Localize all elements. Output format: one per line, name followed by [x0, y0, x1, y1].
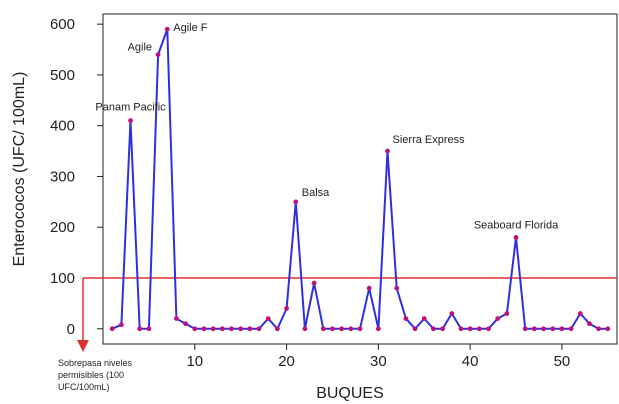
series — [109, 26, 611, 332]
data-point — [229, 326, 234, 332]
x-axis-title: BUQUES — [316, 385, 384, 402]
data-point — [274, 326, 280, 332]
data-point — [320, 326, 326, 332]
data-point — [476, 326, 482, 332]
data-point — [412, 326, 418, 332]
data-point — [128, 118, 133, 124]
data-point — [137, 326, 143, 332]
data-point — [458, 326, 464, 332]
annotations: Panam Pacific Agile Agile F Balsa Sierra Exp… — [95, 22, 559, 231]
data-point — [256, 326, 262, 332]
y-tick-label: 400 — [50, 118, 75, 135]
data-point — [394, 285, 400, 291]
x-tick-label: 10 — [186, 353, 203, 370]
data-point — [164, 26, 170, 32]
annotation-label: Seaboard Florida — [474, 219, 559, 231]
annotation-label: Panam Pacific — [95, 102, 166, 114]
note-line: permisibles (100 — [58, 370, 124, 380]
data-point — [247, 326, 253, 332]
y-tick-label: 100 — [50, 270, 75, 287]
data-point — [219, 326, 225, 332]
data-point — [265, 316, 271, 322]
data-point — [522, 326, 528, 332]
data-point — [467, 326, 473, 332]
data-point — [385, 148, 390, 154]
data-point — [146, 326, 152, 332]
data-point — [440, 326, 446, 332]
threshold-note: Sobrepasa niveles permisibles (100 UFC/100… — [58, 358, 133, 392]
series-line — [111, 28, 608, 331]
data-point — [118, 322, 124, 328]
note-line: UFC/100mL) — [58, 382, 110, 392]
y-tick-label: 0 — [67, 321, 75, 338]
y-tick-label: 300 — [50, 168, 75, 185]
threshold — [77, 277, 617, 352]
data-point — [357, 326, 363, 332]
data-point — [431, 326, 436, 332]
data-point — [192, 326, 198, 332]
threshold-arrow — [77, 340, 89, 352]
data-point — [238, 326, 244, 332]
x-axis: 10 20 30 40 50 — [186, 344, 570, 370]
annotation-label: Agile F — [173, 22, 208, 34]
note-line: Sobrepasa niveles — [58, 358, 133, 368]
data-point — [504, 311, 510, 316]
data-point — [550, 326, 556, 332]
x-tick-label: 40 — [462, 353, 479, 370]
data-point — [293, 199, 299, 205]
data-point — [449, 311, 455, 316]
data-point — [577, 311, 583, 316]
data-point — [375, 326, 381, 332]
data-point — [403, 316, 409, 322]
x-tick-label: 30 — [370, 353, 387, 370]
data-point — [201, 326, 207, 332]
y-axis-title: Enterococos (UFC/ 100mL) — [11, 72, 28, 267]
data-point — [348, 326, 354, 332]
data-point — [366, 285, 372, 291]
y-tick-label: 600 — [50, 16, 75, 33]
data-point — [559, 326, 565, 332]
data-point — [109, 326, 115, 332]
data-point — [284, 306, 289, 311]
annotation-label: Agile — [128, 42, 152, 54]
data-point — [495, 316, 501, 322]
data-point — [513, 234, 519, 240]
data-point — [330, 326, 335, 332]
data-point — [311, 280, 317, 286]
y-tick-label: 500 — [50, 67, 75, 84]
data-point — [587, 321, 592, 327]
plot-frame — [102, 13, 618, 345]
x-tick-label: 20 — [278, 353, 295, 370]
data-point — [541, 326, 546, 332]
annotation-label: Balsa — [302, 187, 330, 199]
data-point — [302, 326, 308, 332]
y-tick-label: 200 — [50, 219, 75, 236]
data-point — [531, 326, 537, 332]
data-point — [596, 326, 602, 332]
data-point — [210, 326, 216, 332]
data-point — [568, 326, 574, 332]
data-point — [183, 321, 189, 327]
data-point — [339, 326, 345, 332]
annotation-label: Sierra Express — [393, 134, 466, 146]
data-point — [486, 326, 491, 332]
data-point — [421, 316, 427, 322]
data-point — [605, 326, 611, 332]
x-tick-label: 50 — [554, 353, 571, 370]
data-point — [155, 52, 161, 58]
y-axis: 0 100 200 300 400 500 600 — [50, 16, 103, 338]
data-point — [174, 316, 179, 322]
